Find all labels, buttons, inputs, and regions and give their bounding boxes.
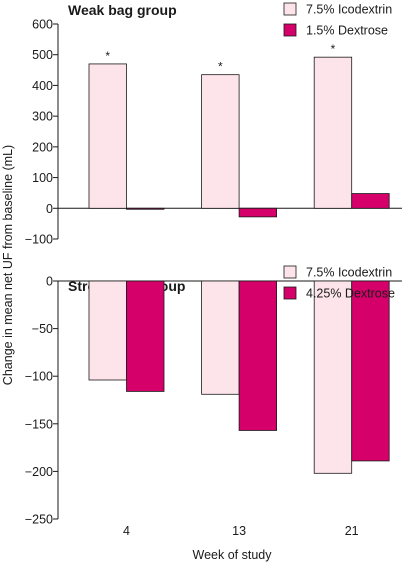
strong-bag-panel: Strong bag group0−50−100−150−200−2504132… [25,265,402,538]
icodextrin-bar [88,63,127,209]
y-tick-label: 400 [32,79,53,93]
y-tick-label: −200 [25,465,53,479]
x-tick-label: 4 [123,524,130,538]
legend-label: 1.5% Dextrose [306,24,388,38]
legend-swatch [283,286,297,300]
y-tick-label: −150 [25,417,53,431]
y-tick-label: 100 [32,171,53,185]
legend-swatch [283,265,297,279]
y-tick-label: 500 [32,48,53,62]
y-tick-label: 300 [32,110,53,124]
icodextrin-bar [201,280,240,395]
legend-swatch [283,23,297,37]
y-tick-label: 0 [46,275,53,289]
dextrose-bar [351,280,390,462]
y-tick-label: −100 [25,370,53,384]
weak-bag-panel: Weak bag group 600 500 400 300 200 100 0 −100 * * *… [25,2,402,247]
y-tick-label: 600 [32,18,53,32]
legend-label: 7.5% Icodextrin [306,3,392,17]
legend-label: 4.25% Dextrose [306,287,395,301]
significance-marker: * [331,42,336,56]
y-tick-label: −50 [32,322,53,336]
y-tick-label: 0 [46,202,53,216]
x-tick-label: 13 [232,524,246,538]
legend-label: 7.5% Icodextrin [306,266,392,280]
x-tick-label: 21 [345,524,359,538]
icodextrin-bar [313,56,353,209]
x-axis-label: Week of study [193,548,273,562]
dextrose-bar [126,207,165,210]
dextrose-bar [351,193,390,209]
y-tick-label: −100 [25,233,53,247]
dextrose-bar [238,207,278,218]
y-axis-label: Change in mean net UF from baseline (mL) [1,145,15,385]
y-tick-label: 200 [32,140,53,154]
icodextrin-bar [88,280,127,381]
significance-marker: * [218,60,223,74]
legend-swatch [283,2,297,16]
icodextrin-bar [201,74,240,209]
y-tick-label: −250 [25,513,53,527]
dextrose-bar [238,280,278,431]
dextrose-bar [126,280,165,392]
panel-title: Weak bag group [68,2,177,18]
icodextrin-bar [313,280,353,474]
significance-marker: * [105,49,110,63]
